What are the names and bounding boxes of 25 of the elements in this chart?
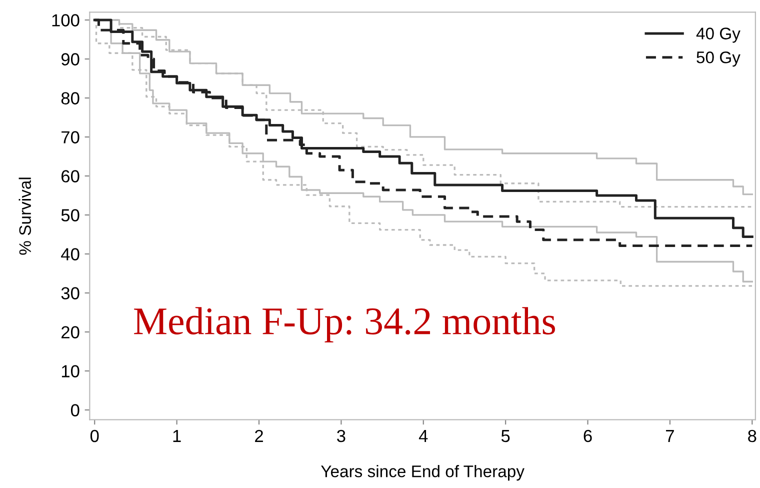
x-axis-title: Years since End of Therapy [321,465,524,481]
annotation: Median F-Up: 34.2 months [134,307,555,342]
x-tick-label: 3 [337,430,346,442]
x-tick-label: 5 [501,430,510,442]
x-tick-label: 2 [255,430,263,442]
y-tick-label: 100 [52,14,80,26]
y-axis-title: % Survival [18,178,32,255]
x-tick-label: 4 [418,430,428,442]
x-tick-label: 7 [666,430,674,442]
y-tick-label: 90 [61,53,80,66]
y-tick-label: 50 [61,209,80,222]
y-tick-label: 20 [62,326,80,338]
y-tick-label: 60 [62,170,80,182]
legend-label: 50 Gy [696,52,740,67]
x-tick-label: 0 [90,430,99,442]
legend-label: 40 Gy [696,28,740,43]
x-tick-label: 8 [748,430,756,442]
y-tick-label: 0 [70,404,80,416]
y-tick-label: 40 [61,248,80,260]
y-tick-label: 10 [62,365,80,378]
y-tick-label: 30 [61,287,80,300]
y-tick-label: 70 [62,131,80,144]
x-tick-label: 1 [173,430,181,442]
y-tick-label: 80 [61,92,80,104]
x-tick-label: 6 [584,430,592,442]
